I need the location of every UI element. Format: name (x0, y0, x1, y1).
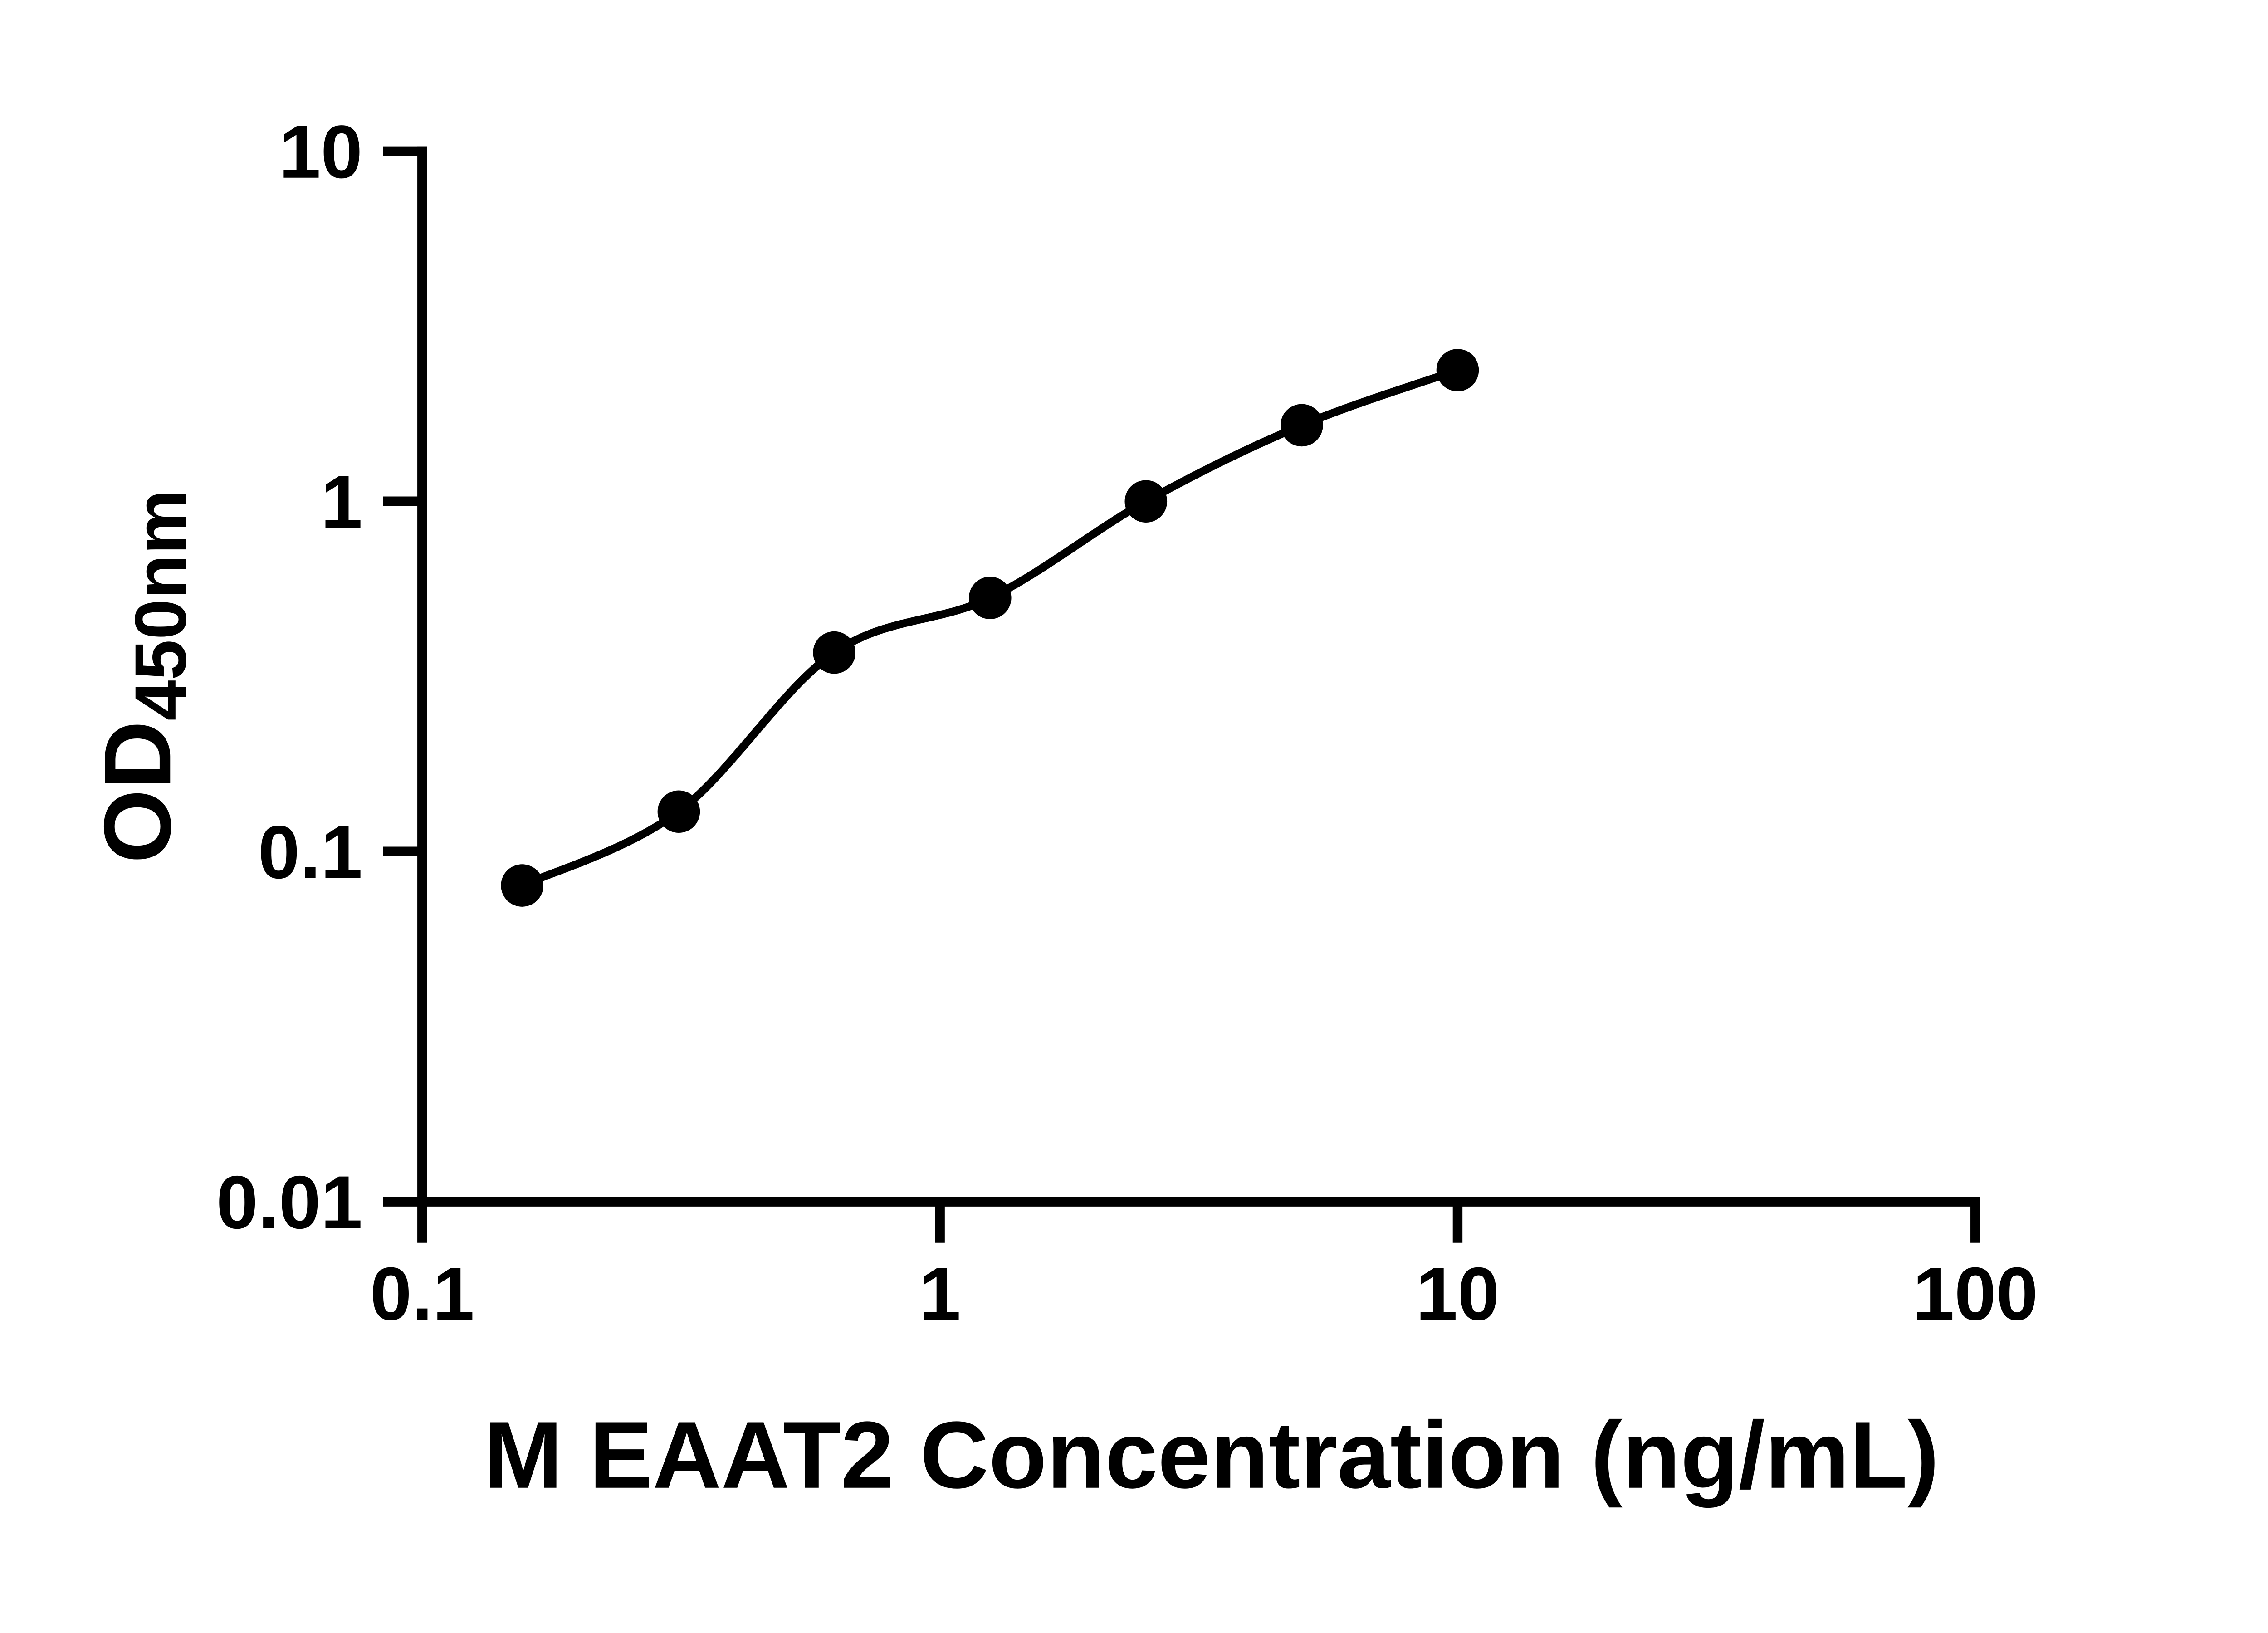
data-point (1436, 349, 1479, 391)
y-axis-ticks: 10 1 0.1 0.01 (216, 110, 427, 1245)
data-point (657, 790, 700, 833)
data-point (1124, 480, 1168, 523)
y-axis-title-subscript: 450nm (120, 489, 201, 720)
y-axis-title: OD450nm (84, 489, 201, 863)
x-tick-label: 0.1 (370, 1252, 474, 1336)
y-tick-label: 0.1 (258, 811, 362, 895)
data-point (968, 577, 1012, 619)
x-tick-label: 10 (1416, 1252, 1499, 1336)
y-tick-label: 0.01 (216, 1161, 362, 1245)
data-point (501, 864, 543, 907)
data-point (1281, 404, 1323, 447)
x-tick-label: 100 (1913, 1252, 2038, 1336)
x-axis-title: M EAAT2 Concentration (ng/mL) (484, 1402, 1939, 1508)
axes (417, 146, 1980, 1207)
x-tick-label: 1 (919, 1252, 961, 1336)
y-axis-title-main: OD (84, 721, 191, 863)
y-tick-label: 1 (321, 460, 362, 544)
data-point (813, 631, 855, 674)
data-points (501, 349, 1479, 907)
y-tick-label: 10 (279, 110, 362, 194)
standard-curve-figure: 10 1 0.1 0.01 0.1 1 10 100 M EAAT2 Concentrati… (84, 110, 2038, 1508)
x-axis-ticks: 0.1 1 10 100 (370, 1197, 2038, 1336)
